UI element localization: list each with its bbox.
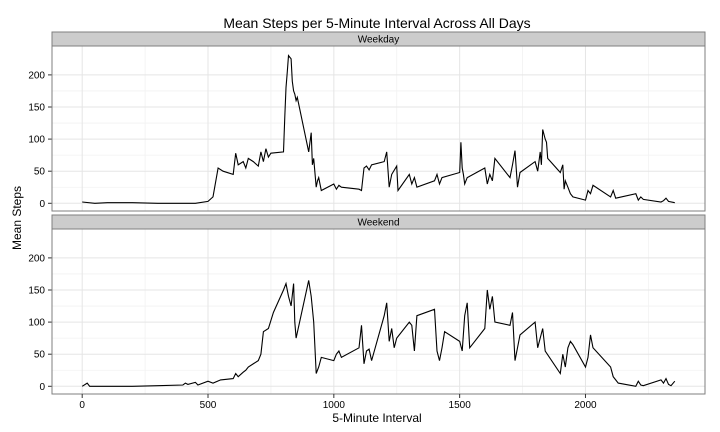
- y-tick-label: 150: [28, 102, 45, 113]
- series-line-weekend: [81, 280, 676, 387]
- y-axis-title: Mean Steps: [10, 186, 24, 250]
- series-line-weekday: [82, 54, 675, 204]
- y-tick-label: 200: [28, 253, 45, 264]
- y-tick-label: 200: [28, 70, 45, 81]
- facet-panel-weekday: Weekday 0 50 100 150 200: [28, 31, 706, 212]
- y-tick-label: 50: [34, 167, 46, 178]
- facet-strip-label: Weekday: [358, 35, 400, 46]
- facets: Weekday 0 50 100 150 200 Weekend 0 50 100 150 200: [28, 31, 706, 395]
- x-tick-label: 0: [79, 400, 85, 411]
- y-tick-label: 0: [39, 199, 45, 210]
- panel-border: [51, 228, 706, 395]
- facet-panel-weekend: Weekend 0 50 100 150 200: [28, 214, 706, 395]
- chart-title: Mean Steps per 5-Minute Interval Across …: [223, 15, 530, 31]
- x-tick-label: 2000: [574, 400, 597, 411]
- y-tick-label: 0: [39, 382, 45, 393]
- y-tick-label: 150: [28, 285, 45, 296]
- panel-border: [51, 45, 706, 212]
- y-tick-label: 100: [28, 135, 45, 146]
- x-axis-title: 5-Minute Interval: [332, 411, 421, 425]
- facet-strip-label: Weekend: [357, 218, 399, 229]
- y-tick-label: 100: [28, 318, 45, 329]
- x-tick-label: 1000: [323, 400, 346, 411]
- x-axis: 0 500 1000 1500 2000: [79, 394, 597, 411]
- x-tick-label: 500: [200, 400, 217, 411]
- x-tick-label: 1500: [449, 400, 472, 411]
- y-tick-label: 50: [34, 350, 46, 361]
